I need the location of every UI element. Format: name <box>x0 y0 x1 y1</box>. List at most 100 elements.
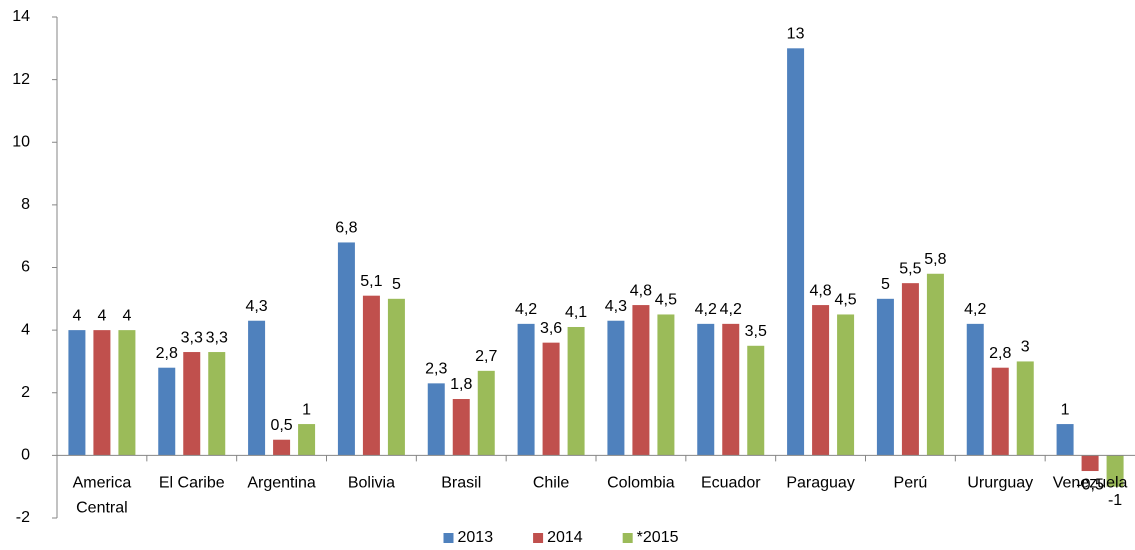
legend-label: 2014 <box>547 529 583 546</box>
data-label: 4,3 <box>245 298 267 315</box>
bar <box>93 330 111 456</box>
data-label: -1 <box>1108 492 1122 509</box>
bar <box>991 367 1009 456</box>
bar <box>542 342 560 456</box>
bar <box>901 283 919 456</box>
data-label: 4,2 <box>964 301 986 318</box>
y-tick-label: 10 <box>12 133 30 150</box>
data-label: 2,3 <box>425 361 447 378</box>
data-label: 4 <box>97 307 106 324</box>
bar <box>452 399 470 456</box>
bar <box>657 314 675 456</box>
x-tick-label: Colombia <box>607 475 675 492</box>
bar <box>1056 424 1074 456</box>
bar <box>787 48 805 456</box>
bar <box>567 326 585 456</box>
bar <box>118 330 136 456</box>
data-label: 4,2 <box>695 301 717 318</box>
data-label: 3,3 <box>181 329 203 346</box>
bar <box>68 330 86 456</box>
y-tick-label: 14 <box>12 8 30 25</box>
y-tick-label: 8 <box>21 196 30 213</box>
legend-swatch <box>533 533 544 543</box>
data-label: 4 <box>72 307 81 324</box>
data-label: 3,5 <box>745 323 767 340</box>
x-tick-label: Brasil <box>441 475 481 492</box>
legend-swatch <box>622 533 633 543</box>
data-label: 4,2 <box>720 301 742 318</box>
data-label: 5 <box>881 276 890 293</box>
data-label: 5,8 <box>924 251 946 268</box>
bar <box>517 323 535 456</box>
bar <box>337 242 355 456</box>
bar <box>298 424 316 456</box>
data-label: 2,8 <box>156 345 178 362</box>
x-tick-label: Bolivia <box>348 475 395 492</box>
bar <box>387 298 405 456</box>
data-label: 1 <box>1061 401 1070 418</box>
bar <box>697 323 715 456</box>
data-label: 4 <box>122 307 131 324</box>
bar <box>1106 455 1124 487</box>
data-label: 4,3 <box>605 298 627 315</box>
bar <box>966 323 984 456</box>
bar <box>722 323 740 456</box>
data-label: 1 <box>302 401 311 418</box>
legend-swatch <box>443 533 454 543</box>
data-label: 1,8 <box>450 376 472 393</box>
bar <box>926 273 944 456</box>
bar <box>876 298 894 456</box>
data-label: 4,8 <box>809 282 831 299</box>
y-tick-label: 4 <box>21 321 30 338</box>
x-tick-label: Ecuador <box>701 475 761 492</box>
data-label: 4,5 <box>834 292 856 309</box>
y-tick-label: -2 <box>16 509 30 526</box>
bar <box>248 320 266 456</box>
bar <box>208 352 226 456</box>
bar <box>183 352 201 456</box>
data-label: 3,3 <box>206 329 228 346</box>
y-tick-label: 12 <box>12 71 30 88</box>
data-label: 4,2 <box>515 301 537 318</box>
bar <box>632 305 650 456</box>
legend: 2013 2014 *2015 <box>443 529 679 546</box>
x-tick-label: Chile <box>533 475 570 492</box>
y-tick-label: 0 <box>21 447 30 464</box>
data-label: 5,5 <box>899 260 921 277</box>
bar <box>362 295 380 456</box>
legend-label: 2013 <box>457 529 493 546</box>
data-label: -0,5 <box>1076 476 1104 493</box>
data-label: 4,1 <box>565 304 587 321</box>
bar <box>273 439 291 456</box>
bar <box>812 305 830 456</box>
data-label: 5,1 <box>360 273 382 290</box>
data-label: 6,8 <box>335 220 357 237</box>
data-label: 0,5 <box>270 417 292 434</box>
data-label: 5 <box>392 276 401 293</box>
x-tick-label: Perú <box>894 475 928 492</box>
bar <box>837 314 855 456</box>
data-label: 3,6 <box>540 320 562 337</box>
x-tick-label: Ururguay <box>967 475 1033 492</box>
bar <box>747 345 765 456</box>
data-label: 4,5 <box>655 292 677 309</box>
data-label: 13 <box>787 26 805 43</box>
bar <box>477 370 495 456</box>
x-tick-label: Paraguay <box>786 475 855 492</box>
y-tick-label: 6 <box>21 259 30 276</box>
data-label: 2,8 <box>989 345 1011 362</box>
bar <box>158 367 176 456</box>
data-label: 4,8 <box>630 282 652 299</box>
y-tick-label: 2 <box>21 384 30 401</box>
legend-label: *2015 <box>637 529 679 546</box>
data-label: 2,7 <box>475 348 497 365</box>
bar <box>427 383 445 456</box>
x-tick-label: America Central <box>73 475 132 517</box>
bar <box>1016 361 1034 456</box>
bar <box>607 320 625 456</box>
data-label: 3 <box>1021 339 1030 356</box>
x-tick-label: El Caribe <box>159 475 225 492</box>
bar <box>1081 455 1099 472</box>
x-tick-label: Argentina <box>247 475 316 492</box>
